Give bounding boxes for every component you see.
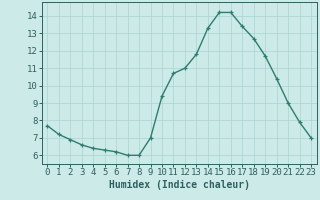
X-axis label: Humidex (Indice chaleur): Humidex (Indice chaleur) — [109, 180, 250, 190]
